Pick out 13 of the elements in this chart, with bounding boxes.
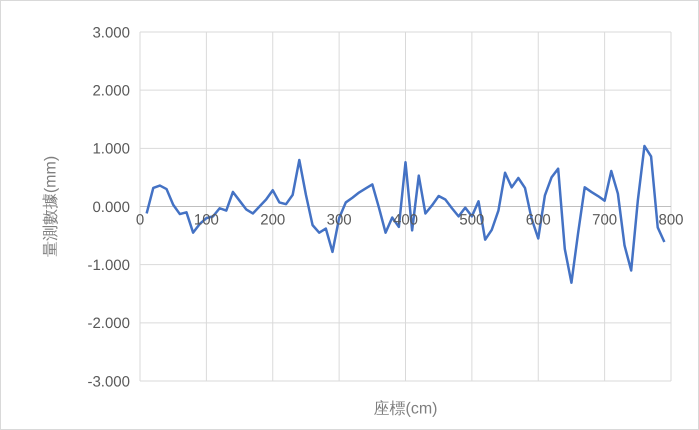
y-tick-label: 3.000 bbox=[92, 24, 130, 42]
y-tick-label: 1.000 bbox=[92, 140, 130, 158]
y-tick-label: -3.000 bbox=[87, 373, 130, 390]
x-axis-title: 座標(cm) bbox=[374, 400, 438, 418]
x-tick-label: 200 bbox=[260, 212, 286, 228]
x-tick-label: 800 bbox=[658, 212, 684, 228]
y-tick-label: -1.000 bbox=[87, 256, 130, 274]
y-tick-label: 0.000 bbox=[92, 198, 130, 216]
x-tick-label: 700 bbox=[592, 212, 618, 228]
y-tick-label: 2.000 bbox=[92, 82, 130, 100]
x-tick-label: 0 bbox=[136, 212, 144, 228]
y-axis-title: 量測數據(mm) bbox=[42, 156, 60, 258]
y-tick-label: -2.000 bbox=[87, 315, 130, 332]
